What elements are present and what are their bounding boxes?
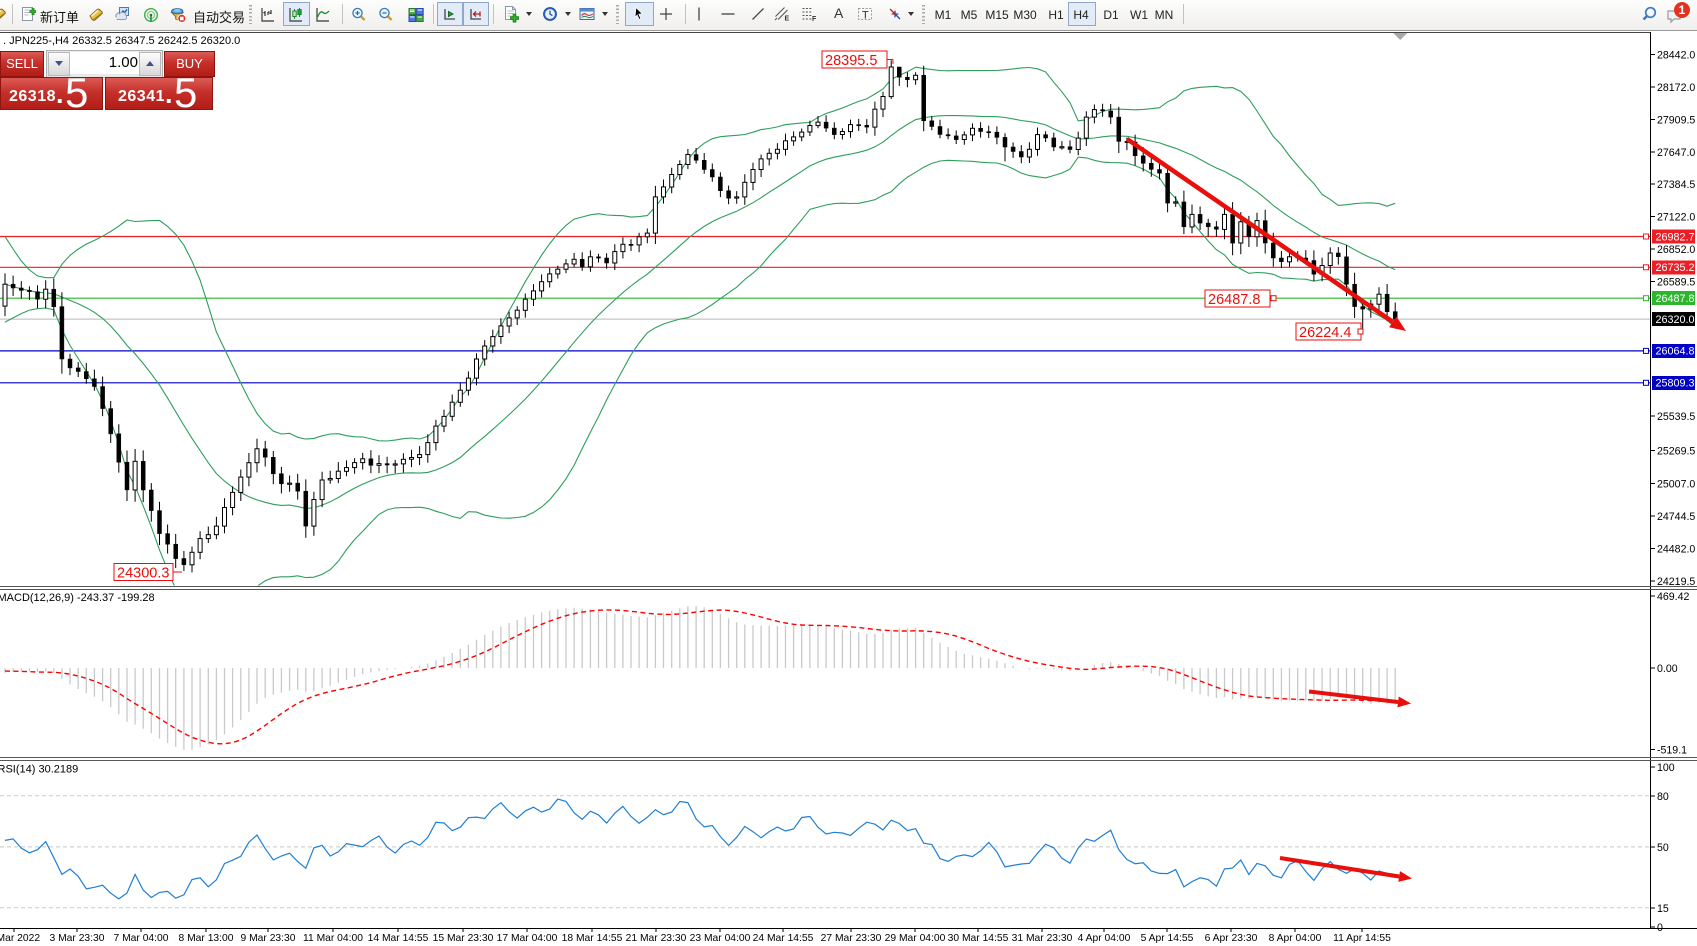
svg-text:21 Mar 23:30: 21 Mar 23:30 [626,933,687,944]
svg-text:25539.5: 25539.5 [1657,411,1695,423]
svg-text:26735.2: 26735.2 [1656,262,1695,274]
svg-text:100: 100 [1657,762,1675,774]
svg-text:23 Mar 04:00: 23 Mar 04:00 [690,933,751,944]
svg-text:26852.0: 26852.0 [1657,244,1695,256]
svg-text:7 Mar 04:00: 7 Mar 04:00 [114,933,169,944]
svg-text:3 Mar 23:30: 3 Mar 23:30 [50,933,105,944]
svg-text:8 Apr 04:00: 8 Apr 04:00 [1269,933,1322,944]
svg-text:30 Mar 14:55: 30 Mar 14:55 [948,933,1009,944]
svg-text:-519.1: -519.1 [1657,745,1687,757]
svg-text:6 Apr 23:30: 6 Apr 23:30 [1205,933,1258,944]
svg-text:5 Apr 14:55: 5 Apr 14:55 [1141,933,1194,944]
svg-text:14 Mar 14:55: 14 Mar 14:55 [368,933,429,944]
svg-text:24 Mar 14:55: 24 Mar 14:55 [753,933,814,944]
svg-text:24482.0: 24482.0 [1657,544,1695,556]
svg-text:29 Mar 04:00: 29 Mar 04:00 [885,933,946,944]
svg-text:26320.0: 26320.0 [1656,314,1695,326]
svg-text:27647.0: 27647.0 [1657,147,1695,159]
svg-text:. JPN225-,H4 26332.5 26347.5: . JPN225-,H4 26332.5 26347.5 26242.5 263… [3,35,240,47]
svg-text:11 Mar 04:00: 11 Mar 04:00 [303,933,363,944]
svg-text:27909.5: 27909.5 [1657,115,1695,127]
svg-text:0.00: 0.00 [1657,663,1678,675]
svg-text:31 Mar 23:30: 31 Mar 23:30 [1012,933,1073,944]
svg-text:F: F [812,16,817,23]
svg-text:RSI(14) 30.2189: RSI(14) 30.2189 [0,764,78,776]
svg-text:27122.0: 27122.0 [1657,212,1695,224]
svg-text:26064.8: 26064.8 [1656,346,1695,358]
svg-text:26224.4: 26224.4 [1299,325,1351,341]
svg-text:28172.0: 28172.0 [1657,82,1695,94]
svg-text:27 Mar 23:30: 27 Mar 23:30 [821,933,882,944]
svg-text:469.42: 469.42 [1657,591,1690,603]
svg-text:15: 15 [1657,903,1669,915]
svg-text:15 Mar 23:30: 15 Mar 23:30 [433,933,494,944]
svg-text:8 Mar 13:00: 8 Mar 13:00 [179,933,234,944]
svg-text:24744.5: 24744.5 [1657,511,1695,523]
svg-text:25809.3: 25809.3 [1656,378,1695,390]
svg-text:9 Mar 23:30: 9 Mar 23:30 [241,933,296,944]
svg-text:25269.5: 25269.5 [1657,446,1695,458]
svg-text:50: 50 [1657,842,1669,854]
svg-text:MACD(12,26,9) -243.37 -199.28: MACD(12,26,9) -243.37 -199.28 [0,592,155,604]
svg-text:0: 0 [1657,922,1663,934]
svg-text:28442.0: 28442.0 [1657,50,1695,62]
svg-text:26487.8: 26487.8 [1656,293,1695,305]
svg-text:25007.0: 25007.0 [1657,479,1695,491]
svg-text:18 Mar 14:55: 18 Mar 14:55 [562,933,623,944]
svg-text:24219.5: 24219.5 [1657,576,1695,588]
svg-text:26982.7: 26982.7 [1656,231,1695,243]
svg-text:26487.8: 26487.8 [1208,292,1260,308]
svg-text:E: E [785,16,790,23]
svg-text:26589.5: 26589.5 [1657,277,1695,289]
svg-text:4 Apr 04:00: 4 Apr 04:00 [1078,933,1131,944]
svg-text:27384.5: 27384.5 [1657,179,1695,191]
svg-text:11 Apr 14:55: 11 Apr 14:55 [1333,933,1391,944]
svg-text:24300.3: 24300.3 [117,566,169,582]
svg-text:T: T [862,10,869,22]
svg-text:80: 80 [1657,791,1669,803]
svg-text:1 Mar 2022: 1 Mar 2022 [0,933,40,944]
svg-text:17 Mar 04:00: 17 Mar 04:00 [497,933,558,944]
svg-text:A: A [834,5,844,21]
svg-text:28395.5: 28395.5 [825,53,877,69]
